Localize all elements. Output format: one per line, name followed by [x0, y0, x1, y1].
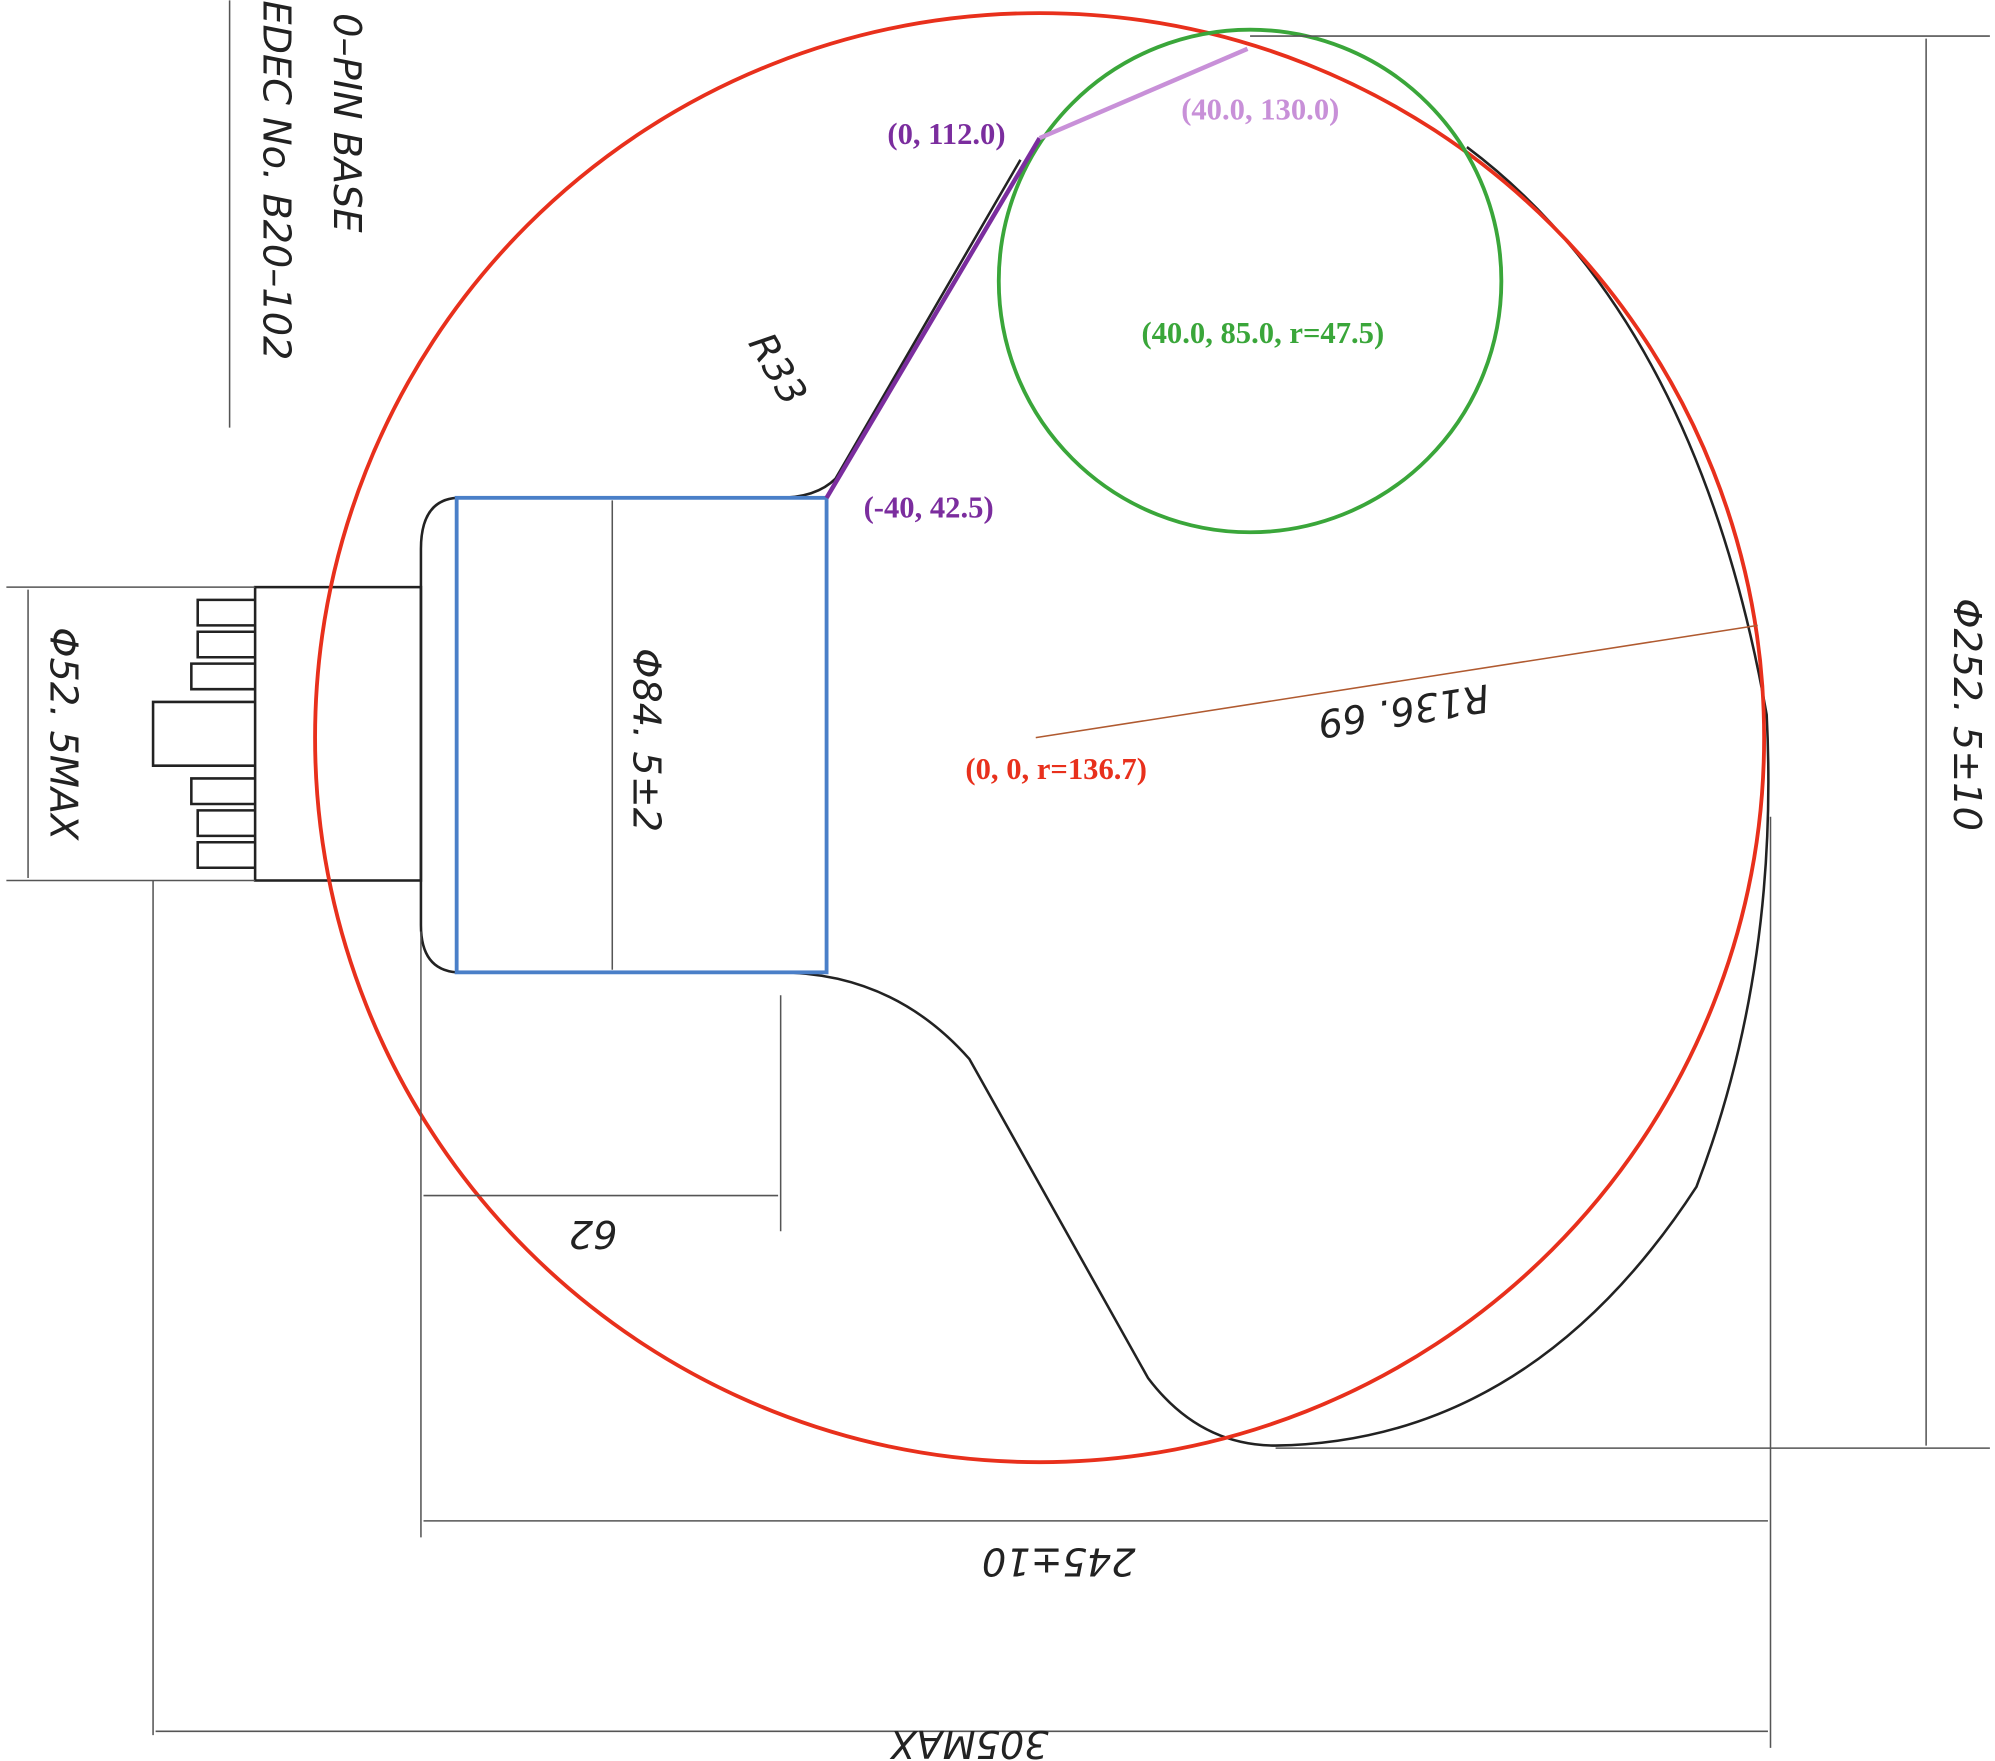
neck-box — [454, 495, 829, 975]
base — [253, 585, 423, 882]
bulb-diameter: Φ252. 5±10 — [1944, 598, 1989, 831]
jedec-label: EDEC No. B20–102 — [254, 0, 299, 360]
annotation: (-40, 42.5) — [864, 491, 994, 525]
fit-circle — [313, 11, 1767, 1465]
purple-line — [824, 136, 1042, 499]
annotation: (0, 112.0) — [887, 117, 1005, 151]
base-label: 0–PIN BASE — [324, 13, 369, 233]
body-length: 245±10 — [982, 1539, 1136, 1584]
neck-length: 62 — [569, 1211, 618, 1256]
annotation: (0, 0, r=136.7) — [965, 752, 1147, 786]
dimension-lines — [6, 0, 1990, 1748]
neck-diameter: Φ84. 5±2 — [624, 648, 669, 832]
pins — [151, 598, 256, 870]
base-diameter: Φ52. 5MAX — [41, 627, 86, 841]
annotation: (40.0, 85.0, r=47.5) — [1141, 316, 1384, 350]
neck-radius: R33 — [739, 325, 816, 413]
overall-length: 305MAX — [889, 1721, 1048, 1761]
lilac-line — [1038, 46, 1249, 141]
small-circle — [996, 27, 1504, 535]
bulb-radius: R136. 69 — [1315, 675, 1492, 746]
annotation: (40.0, 130.0) — [1181, 93, 1339, 127]
neck-outline — [419, 496, 779, 974]
